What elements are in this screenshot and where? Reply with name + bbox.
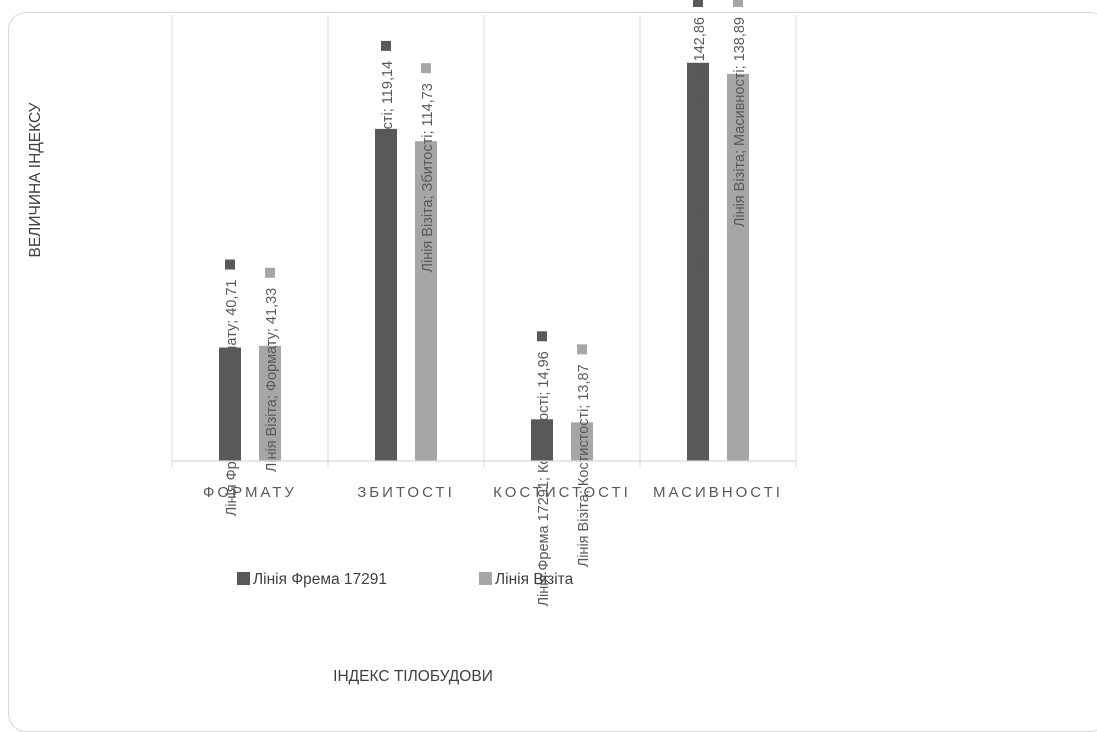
x-axis-title: ІНДЕКС ТІЛОБУДОВИ — [333, 668, 493, 685]
data-label-key — [693, 0, 703, 7]
bar-chart: Лінія Фрема 17291; Формату; 40,71 Лінія В… — [27, 0, 797, 685]
data-label-key — [225, 259, 235, 270]
legend-label-series-2: Лінія Візіта — [495, 571, 574, 588]
data-label: Лінія Фрема 17291; Масивності; 142,86 — [692, 17, 708, 279]
category-label: ФОРМАТУ — [203, 484, 297, 501]
bar — [687, 62, 709, 462]
data-label: Лінія Візіта; Формату; 41,33 — [264, 288, 280, 472]
data-label-key — [733, 0, 743, 7]
data-label-key — [265, 267, 275, 278]
bar — [219, 347, 241, 461]
data-label-key — [421, 63, 431, 74]
category-label: ЗБИТОСТІ — [357, 484, 455, 501]
data-label: Лінія Фрема 17291; Формату; 40,71 — [224, 280, 240, 517]
data-label: Лінія Візіта; Масивності; 138,89 — [732, 17, 748, 227]
category-label: КОСТИСТОСТІ — [493, 484, 631, 501]
bars — [219, 62, 749, 462]
bar — [375, 128, 397, 461]
bar — [727, 73, 749, 462]
y-axis-title: ВЕЛИЧИНА ІНДЕКСУ — [27, 102, 44, 257]
category-gridlines — [171, 15, 797, 468]
legend-swatch-series-1 — [237, 572, 250, 585]
category-labels: ФОРМАТУ ЗБИТОСТІ КОСТИСТОСТІ МАСИВНОСТІ — [203, 484, 783, 501]
legend-label-series-1: Лінія Фрема 17291 — [253, 571, 387, 588]
legend: Лінія Фрема 17291 Лінія Візіта — [237, 571, 574, 588]
data-labels: Лінія Фрема 17291; Формату; 40,71 Лінія В… — [224, 0, 748, 606]
data-label-key — [381, 40, 391, 51]
data-label-key — [537, 331, 547, 342]
bar — [531, 419, 553, 461]
data-label-key — [577, 344, 587, 355]
data-label: Лінія Фрема 17291; Збитості; 119,14 — [380, 61, 396, 303]
category-label: МАСИВНОСТІ — [653, 484, 783, 501]
data-label: Лінія Візіта; Збитості; 114,73 — [420, 83, 436, 272]
data-label: Лінія Фрема 17291; Костистості; 14,96 — [536, 351, 552, 606]
bar — [415, 141, 437, 461]
bar — [571, 422, 593, 461]
data-label: Лінія Візіта; Костистості; 13,87 — [576, 364, 592, 567]
bar — [259, 345, 281, 461]
legend-swatch-series-2 — [479, 572, 492, 585]
